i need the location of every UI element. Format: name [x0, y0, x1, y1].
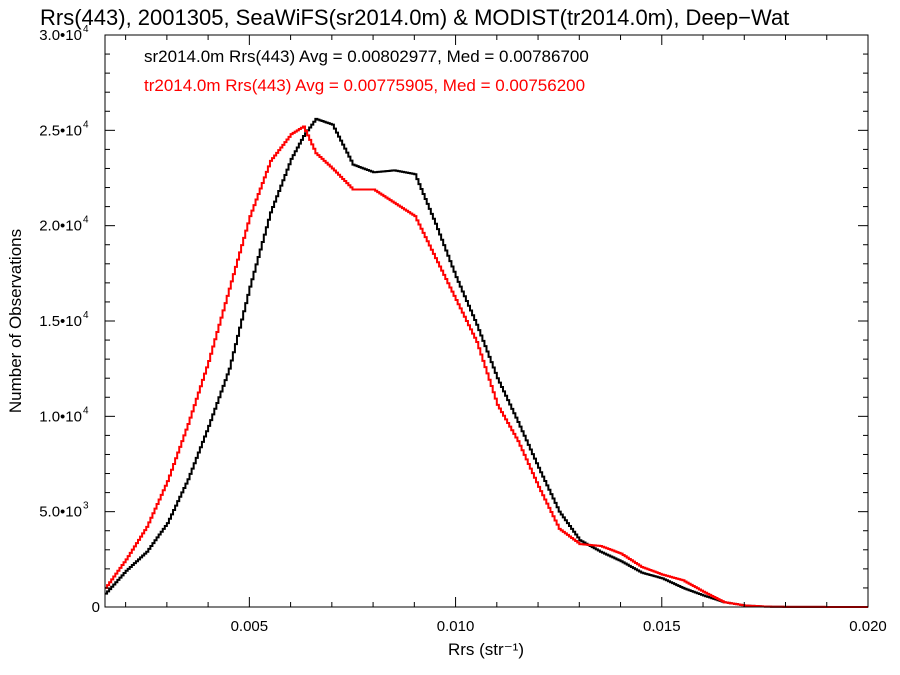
- x-tick-label: 0.005: [231, 618, 269, 635]
- y-tick-exponent: 4: [83, 310, 89, 321]
- y-tick-exponent: 4: [83, 215, 89, 226]
- plot-area: [105, 117, 868, 608]
- y-tick-label: 5.0•10: [39, 504, 82, 521]
- y-tick-label: 0: [92, 599, 100, 616]
- x-tick-label: 0.010: [437, 618, 475, 635]
- y-axis-label: Number of Observations: [6, 229, 25, 413]
- y-tick-label: 2.0•10: [39, 218, 82, 235]
- annotation-black: sr2014.0m Rrs(443) Avg = 0.00802977, Med…: [144, 47, 589, 66]
- x-tick-label: 0.020: [849, 618, 887, 635]
- y-tick-label: 1.0•10: [39, 408, 82, 425]
- series-line-1: [105, 125, 868, 608]
- x-tick-label: 0.015: [643, 618, 681, 635]
- y-tick-label: 3.0•10: [39, 27, 82, 44]
- y-tick-exponent: 4: [83, 405, 89, 416]
- x-axis-label: Rrs (str⁻¹): [448, 640, 524, 659]
- y-tick-label: 2.5•10: [39, 122, 82, 139]
- y-tick-exponent: 4: [83, 24, 89, 35]
- plot-frame: [104, 34, 869, 608]
- chart-title: Rrs(443), 2001305, SeaWiFS(sr2014.0m) & …: [40, 5, 789, 30]
- annotation-red: tr2014.0m Rrs(443) Avg = 0.00775905, Med…: [144, 76, 585, 95]
- y-tick-label: 1.5•10: [39, 313, 82, 330]
- y-tick-exponent: 4: [83, 119, 89, 130]
- y-tick-exponent: 3: [83, 501, 89, 512]
- series-line-0: [105, 117, 868, 608]
